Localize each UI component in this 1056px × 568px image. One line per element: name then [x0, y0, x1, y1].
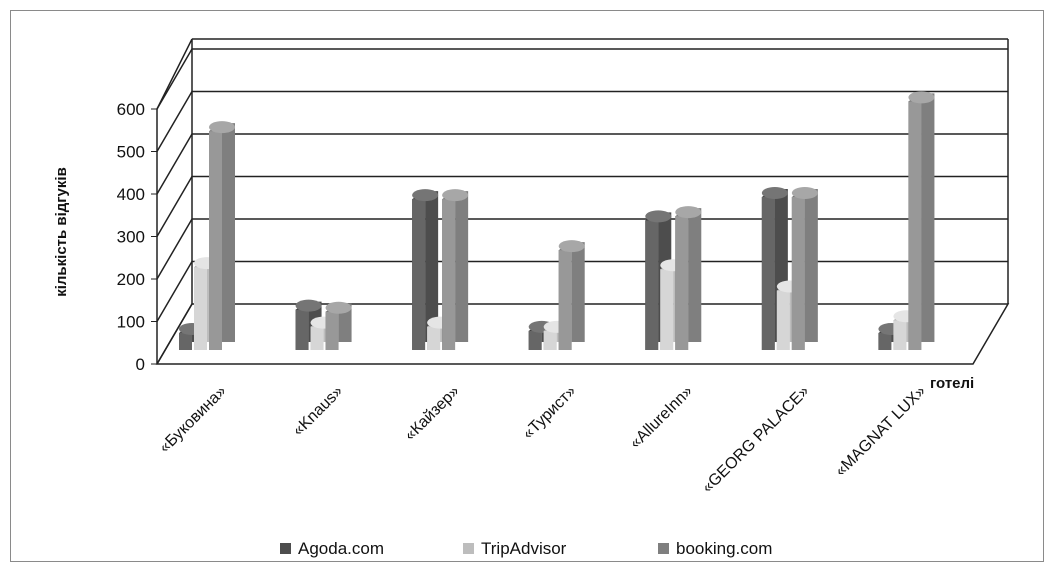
bar-front: [325, 311, 339, 350]
x-tick-label: «Турист»: [520, 383, 580, 443]
bar-front: [776, 290, 790, 350]
legend-swatch: [280, 543, 291, 554]
bar-face: [688, 208, 702, 342]
bar-front: [194, 267, 207, 350]
bar-face: [571, 242, 585, 342]
legend-swatch: [658, 543, 669, 554]
bar-top: [412, 189, 439, 202]
x-tick-label: «Knaus»: [290, 383, 347, 440]
bar-top: [209, 121, 235, 134]
x-tick-label: «MAGNAT LUX»: [832, 383, 929, 480]
y-tick-label: 200: [117, 270, 145, 289]
bar-face: [804, 189, 818, 342]
side-wall-gridline: [156, 303, 193, 365]
bar: [442, 189, 469, 350]
side-wall-top-edge: [156, 38, 193, 110]
y-axis-title: кількість відгуків: [53, 167, 70, 297]
x-tick-label: «Кайзер»: [402, 383, 464, 445]
legend-label: TripAdvisor: [481, 539, 567, 558]
bar-top: [645, 210, 672, 223]
y-tick-label: 500: [117, 143, 145, 162]
x-tick-labels: «Буковина» «Knaus» «Кайзер» «Турист» «Allure…: [156, 383, 929, 497]
bar-front: [209, 131, 222, 350]
side-wall-gridline: [156, 91, 193, 152]
y-tick-labels: 0 100 200 300 400 500 600: [117, 100, 145, 374]
chart-frame: [10, 10, 1044, 562]
bar-front: [878, 333, 892, 350]
bar-front: [543, 330, 557, 350]
bar: [675, 206, 702, 350]
bar-face: [425, 191, 439, 342]
y-tick-label: 0: [136, 355, 145, 374]
bar-top: [675, 206, 702, 219]
bar-front: [908, 101, 922, 350]
x-tick-label: «AllureInn»: [627, 383, 696, 452]
bar-front: [179, 333, 192, 350]
bar: [791, 187, 818, 350]
x-axis-title: готелі: [930, 375, 974, 392]
side-wall-gridline: [156, 133, 193, 195]
y-tick-label: 300: [117, 228, 145, 247]
x-tick-label: «Буковина»: [156, 383, 230, 457]
bar-front: [660, 269, 674, 350]
legend: Agoda.com TripAdvisor booking.com: [280, 539, 772, 558]
bar-face: [455, 191, 469, 342]
y-tick-label: 100: [117, 313, 145, 332]
bars: [179, 91, 935, 350]
bar: [908, 91, 935, 350]
legend-swatch: [463, 543, 474, 554]
bar-top: [325, 301, 352, 314]
legend-label: booking.com: [676, 539, 772, 558]
bar-front: [412, 199, 426, 350]
bar-top: [908, 91, 935, 104]
y-tick-label: 400: [117, 185, 145, 204]
bar-front: [310, 326, 324, 350]
bar-front: [295, 309, 309, 350]
gridlines: [151, 48, 1008, 365]
side-wall-gridline: [156, 261, 193, 322]
bar-top: [791, 187, 818, 199]
bar-front: [791, 197, 805, 350]
side-wall-gridline: [156, 48, 193, 110]
bar: [558, 240, 585, 350]
bar: [209, 121, 235, 350]
bar-top: [761, 187, 788, 199]
bar-front: [558, 250, 572, 350]
side-wall-gridline: [156, 218, 193, 280]
bar-front: [645, 220, 659, 350]
bar-front: [427, 326, 441, 350]
bar-face: [222, 123, 235, 342]
bar-face: [921, 93, 935, 342]
bar: [761, 187, 788, 350]
side-wall-gridline: [156, 176, 193, 237]
bar-top: [442, 189, 469, 202]
bar-front: [442, 199, 456, 350]
y-tick-label: 600: [117, 100, 145, 119]
bar-top: [558, 240, 585, 253]
bar-front: [761, 197, 775, 350]
bar: [412, 189, 439, 350]
bar-front: [528, 330, 542, 350]
bar: [325, 301, 352, 350]
legend-label: Agoda.com: [298, 539, 384, 558]
bar-front: [675, 216, 689, 350]
x-tick-label: «GEORG PALACE»: [699, 383, 813, 497]
bar-top: [295, 299, 322, 312]
bar-front: [893, 320, 907, 350]
